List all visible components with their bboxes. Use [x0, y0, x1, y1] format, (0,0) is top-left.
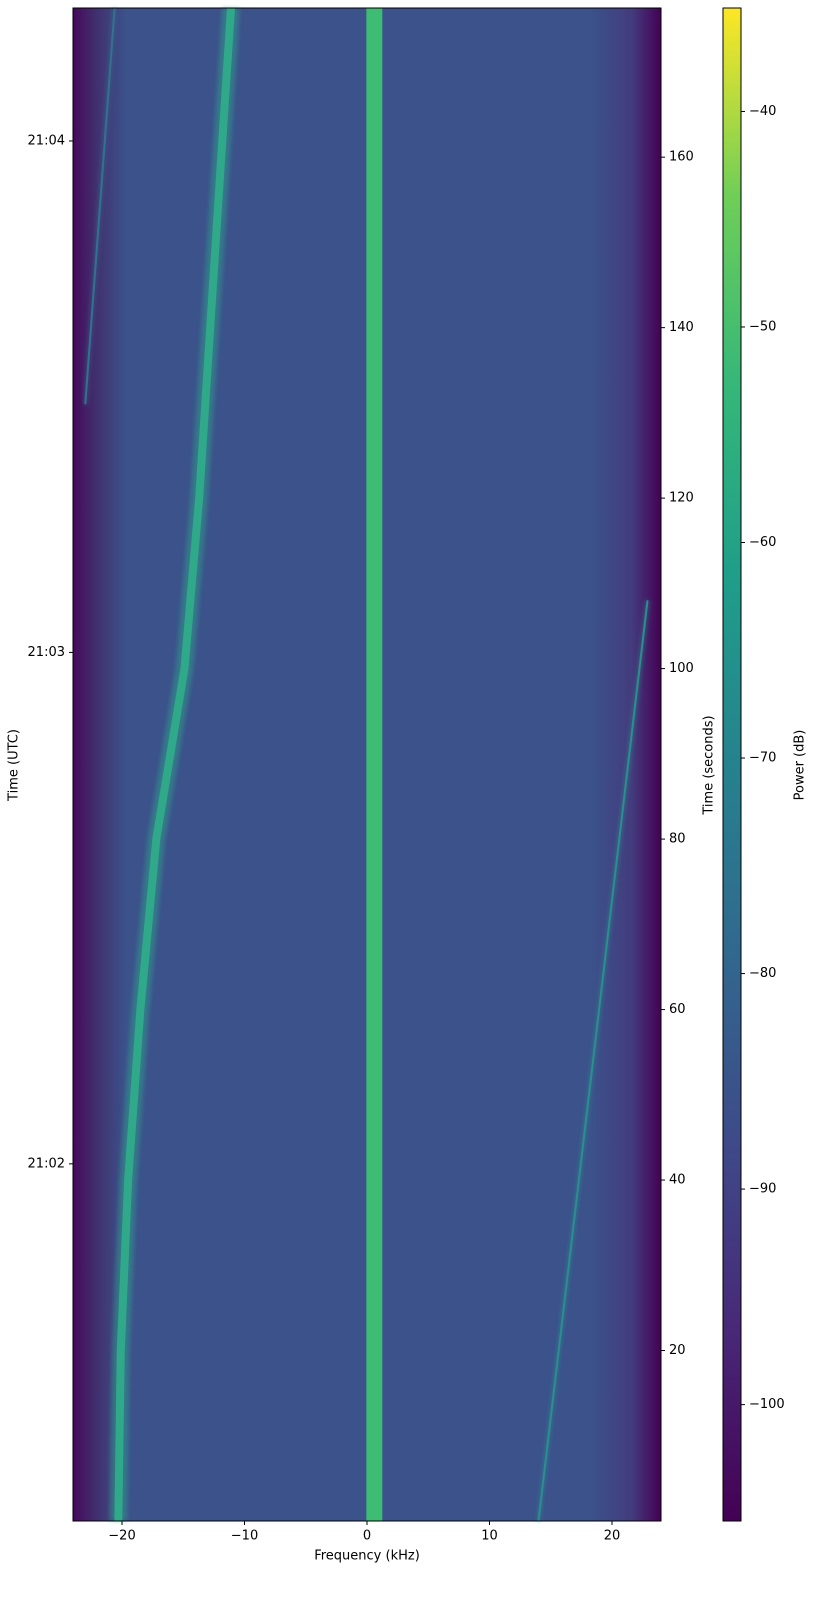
y2-tick-label: 120 — [669, 491, 694, 506]
x-tick-label: 10 — [481, 1529, 498, 1544]
y-axis-label: Time (UTC) — [7, 729, 22, 802]
x-axis-label: Frequency (kHz) — [314, 1549, 420, 1564]
y-tick-label: 21:04 — [28, 133, 65, 148]
colorbar-tick-label: −80 — [749, 966, 776, 981]
x-tick-label: 0 — [363, 1529, 371, 1544]
y2-tick-label: 60 — [669, 1002, 686, 1017]
x-tick-label: 20 — [604, 1529, 621, 1544]
y-tick-label: 21:03 — [28, 645, 65, 660]
y2-tick-label: 160 — [669, 150, 694, 165]
signals — [83, 7, 650, 1522]
signal-trace — [114, 7, 236, 1522]
y2-tick-label: 40 — [669, 1173, 686, 1188]
colorbar-tick-label: −70 — [749, 751, 776, 766]
y2-tick-label: 80 — [669, 832, 686, 847]
signal-trace — [84, 7, 116, 405]
colorbar-tick-label: −90 — [749, 1182, 776, 1197]
y2-tick-label: 20 — [669, 1343, 686, 1358]
y2-tick-label: 140 — [669, 320, 694, 335]
y-tick-label: 21:02 — [28, 1156, 65, 1171]
signal-trace — [537, 600, 649, 1522]
colorbar-tick-label: −50 — [749, 319, 776, 334]
x-tick-label: −10 — [231, 1529, 258, 1544]
colorbar-label: Power (dB) — [793, 730, 808, 801]
colorbar-tick-label: −40 — [749, 104, 776, 119]
colorbar — [722, 7, 742, 1522]
colorbar-tick-label: −100 — [749, 1397, 785, 1412]
x-tick-label: −20 — [108, 1529, 135, 1544]
colorbar-tick-label: −60 — [749, 535, 776, 550]
y2-tick-label: 100 — [669, 661, 694, 676]
y2-axis-label: Time (seconds) — [702, 715, 717, 815]
